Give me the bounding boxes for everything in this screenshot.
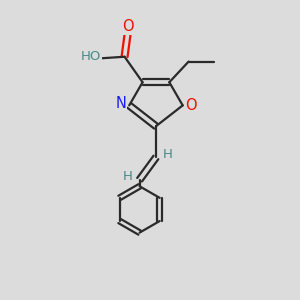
Text: N: N <box>116 96 126 111</box>
Text: H: H <box>163 148 173 161</box>
Text: O: O <box>185 98 197 113</box>
Text: HO: HO <box>81 50 101 63</box>
Text: H: H <box>123 170 133 183</box>
Text: O: O <box>122 19 134 34</box>
